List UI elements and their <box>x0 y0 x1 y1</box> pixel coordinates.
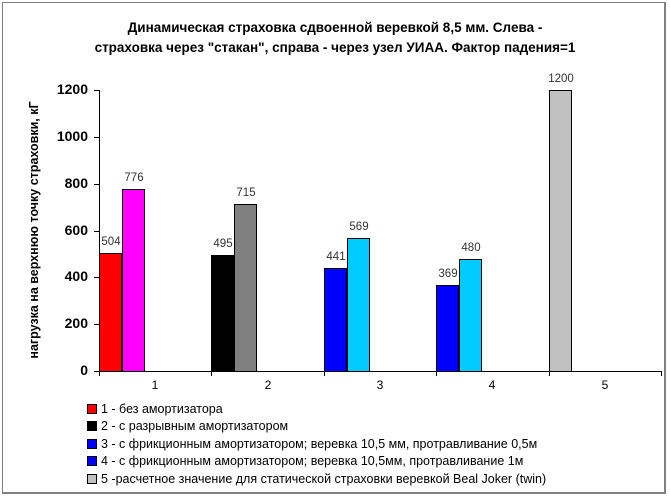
chart-title: Динамическая страховка сдвоенной веревко… <box>0 18 670 58</box>
chart-title-line-1: Динамическая страховка сдвоенной веревко… <box>127 20 543 35</box>
y-tick-mark <box>94 137 99 138</box>
x-tick-mark <box>99 371 100 376</box>
y-tick-mark <box>94 231 99 232</box>
legend-swatch <box>87 456 97 467</box>
legend: 1 - без амортизатора 2 - с разрывным амор… <box>87 400 546 488</box>
legend-item: 4 - с фрикционным амортизатором; веревка… <box>87 453 546 471</box>
x-axis-line <box>99 371 662 372</box>
y-axis-label: нагрузка на верхнюю точку страховки, кГ <box>27 101 41 359</box>
legend-item: 1 - без амортизатора <box>87 400 546 418</box>
y-tick-mark <box>94 324 99 325</box>
data-label: 504 <box>101 236 121 248</box>
y-tick-label: 800 <box>64 175 88 191</box>
data-label: 480 <box>461 242 481 254</box>
bar-2-2 <box>234 204 257 372</box>
data-label: 715 <box>236 187 256 199</box>
legend-label: 2 - с разрывным амортизатором <box>101 419 289 434</box>
bar-3-2 <box>347 238 370 372</box>
bar-1-1 <box>99 253 122 372</box>
x-tick-mark <box>324 371 325 376</box>
y-tick-mark <box>94 371 99 372</box>
bar-2-1 <box>211 255 234 372</box>
x-tick-label: 1 <box>151 378 159 392</box>
legend-item: 2 - с разрывным амортизатором <box>87 418 546 436</box>
y-tick-mark <box>94 277 99 278</box>
y-tick-label: 400 <box>64 268 88 284</box>
chart-title-line-2: страховка через "стакан", справа - через… <box>94 40 576 55</box>
y-tick-mark <box>94 184 99 185</box>
legend-label: 3 - с фрикционным амортизатором; веревка… <box>101 436 538 451</box>
data-label: 569 <box>349 221 369 233</box>
y-tick-label: 200 <box>64 315 88 331</box>
legend-label: 4 - с фрикционным амортизатором; веревка… <box>101 454 524 469</box>
y-tick-mark <box>94 90 99 91</box>
x-tick-mark <box>549 371 550 376</box>
bar-5-1 <box>549 90 572 372</box>
x-tick-label: 3 <box>376 378 384 392</box>
x-tick-label: 2 <box>264 378 272 392</box>
data-label: 495 <box>213 238 233 250</box>
data-label: 369 <box>438 268 458 280</box>
x-tick-label: 4 <box>488 378 496 392</box>
x-tick-mark <box>436 371 437 376</box>
legend-swatch <box>87 421 97 432</box>
legend-label: 5 -расчетное значение для статической ст… <box>101 471 547 486</box>
legend-item: 5 -расчетное значение для статической ст… <box>87 470 546 488</box>
y-tick-label: 1200 <box>56 81 88 97</box>
legend-swatch <box>87 438 97 449</box>
x-tick-label: 5 <box>601 378 609 392</box>
legend-label: 1 - без амортизатора <box>101 401 223 416</box>
data-label: 776 <box>124 172 144 184</box>
y-axis-line <box>99 90 100 372</box>
y-tick-label: 1000 <box>56 128 88 144</box>
legend-swatch <box>87 473 97 484</box>
bar-4-1 <box>436 285 459 372</box>
y-tick-label: 600 <box>64 222 88 238</box>
bar-1-2 <box>122 189 145 372</box>
x-tick-mark <box>661 371 662 376</box>
bar-4-2 <box>459 259 482 372</box>
legend-swatch <box>87 403 97 414</box>
y-tick-label: 0 <box>80 362 88 378</box>
data-label: 441 <box>326 251 346 263</box>
data-label: 1200 <box>548 73 574 85</box>
bar-3-1 <box>324 268 347 372</box>
x-tick-mark <box>211 371 212 376</box>
legend-item: 3 - с фрикционным амортизатором; веревка… <box>87 435 546 453</box>
